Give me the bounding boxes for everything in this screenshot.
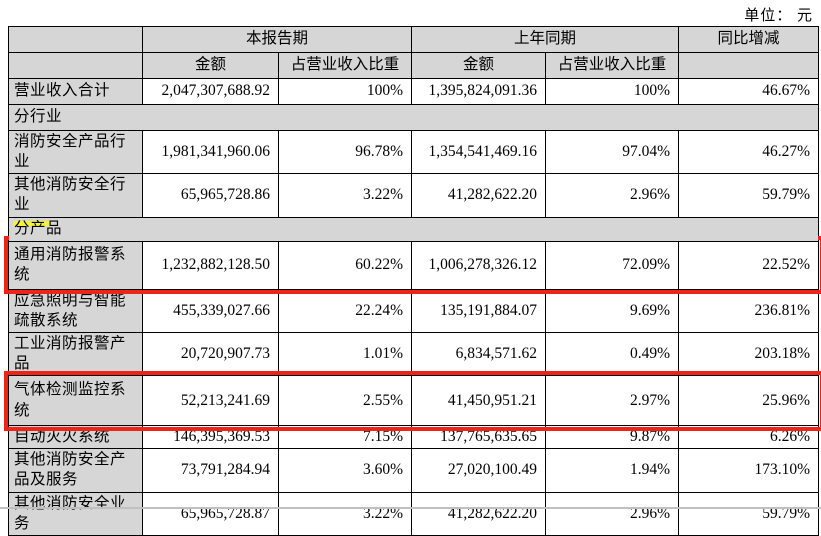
share-prior: 9.87% xyxy=(545,425,680,450)
table-row: 其他消防安全业务 65,965,728.87 3.22% 41,282,622.… xyxy=(8,491,820,536)
header-amount-prior: 金额 xyxy=(411,52,547,79)
share-current: 7.15% xyxy=(277,425,413,450)
yoy-change: 6.26% xyxy=(678,425,820,450)
table-row-highlighted: 通用消防报警系统 1,232,882,128.50 60.22% 1,006,2… xyxy=(3,236,821,295)
header-prior-period: 上年同期 xyxy=(411,26,680,53)
table-row-total: 营业收入合计 2,047,307,688.92 100% 1,395,824,0… xyxy=(8,78,820,105)
share-current: 3.60% xyxy=(277,448,413,493)
header-empty-label xyxy=(8,52,143,79)
yoy-change: 59.79% xyxy=(678,491,820,536)
share-prior: 100% xyxy=(545,78,680,105)
table-row-highlighted: 气体检测监控系统 52,213,241.69 2.55% 41,450,951.… xyxy=(3,370,821,431)
amount-current: 65,965,728.86 xyxy=(142,173,279,218)
row-label: 其他消防安全业务 xyxy=(8,491,143,536)
share-current: 3.22% xyxy=(277,173,413,218)
amount-prior: 41,282,622.20 xyxy=(411,173,547,218)
header-amount-current: 金额 xyxy=(142,52,279,79)
table-row: 其他消防安全产品及服务 73,791,284.94 3.60% 27,020,1… xyxy=(8,448,820,493)
header-share-prior: 占营业收入比重 xyxy=(545,52,680,79)
row-label: 自动灭火系统 xyxy=(8,425,143,450)
amount-prior: 41,282,622.20 xyxy=(411,491,547,536)
share-current: 2.55% xyxy=(277,375,413,427)
section-label-industry: 分行业 xyxy=(7,104,820,131)
share-prior: 2.96% xyxy=(545,173,680,218)
share-prior: 2.97% xyxy=(545,375,680,427)
table-row: 消防安全产品行业 1,981,341,960.06 96.78% 1,354,5… xyxy=(8,129,820,175)
row-label: 消防安全产品行业 xyxy=(8,129,143,175)
row-label: 通用消防报警系统 xyxy=(8,240,143,290)
share-prior: 9.69% xyxy=(545,288,680,333)
amount-prior: 135,191,884.07 xyxy=(411,288,547,333)
yoy-change: 22.52% xyxy=(678,240,820,290)
header-share-current: 占营业收入比重 xyxy=(277,52,413,79)
amount-current: 2,047,307,688.92 xyxy=(142,78,279,105)
yoy-change: 236.81% xyxy=(678,288,820,333)
yoy-change: 46.27% xyxy=(678,129,820,175)
row-label: 应急照明与智能疏散系统 xyxy=(8,288,143,333)
amount-prior: 1,354,541,469.16 xyxy=(411,129,547,175)
amount-prior: 41,450,951.21 xyxy=(411,375,547,427)
yoy-change: 59.79% xyxy=(678,173,820,218)
table-row: 工业消防报警产品 20,720,907.73 1.01% 6,834,571.6… xyxy=(8,331,820,377)
section-label-product: 分产品 xyxy=(7,216,820,242)
amount-current: 52,213,241.69 xyxy=(142,375,279,427)
table-row: 其他消防安全行业 65,965,728.86 3.22% 41,282,622.… xyxy=(8,173,820,218)
amount-prior: 1,395,824,091.36 xyxy=(411,78,547,105)
unit-label: 单位： 元 xyxy=(744,8,813,24)
share-prior: 1.94% xyxy=(545,448,680,493)
row-label: 营业收入合计 xyxy=(8,78,143,105)
amount-prior: 1,006,278,326.12 xyxy=(411,240,547,290)
revenue-table: 本报告期 上年同期 同比增减 金额 占营业收入比重 金额 占营业收入比重 营业收… xyxy=(3,26,821,536)
section-label-text: 分产品 xyxy=(14,219,63,237)
amount-prior: 6,834,571.62 xyxy=(411,331,547,377)
amount-current: 455,339,027.66 xyxy=(142,288,279,333)
amount-prior: 137,765,635.65 xyxy=(411,425,547,450)
amount-current: 1,981,341,960.06 xyxy=(142,129,279,175)
header-current-period: 本报告期 xyxy=(141,26,413,53)
table-row: 应急照明与智能疏散系统 455,339,027.66 22.24% 135,19… xyxy=(8,288,820,333)
share-current: 1.01% xyxy=(277,331,413,377)
share-current: 3.22% xyxy=(277,491,413,536)
header-yoy: 同比增减 xyxy=(678,26,820,53)
share-prior: 72.09% xyxy=(545,240,680,290)
share-prior: 0.49% xyxy=(545,331,680,377)
share-prior: 2.96% xyxy=(545,491,680,536)
table-row: 自动灭火系统 146,395,369.53 7.15% 137,765,635.… xyxy=(8,425,820,450)
amount-prior: 27,020,100.49 xyxy=(411,448,547,493)
amount-current: 73,791,284.94 xyxy=(142,448,279,493)
yoy-change: 203.18% xyxy=(678,331,820,377)
share-current: 60.22% xyxy=(277,240,413,290)
yellow-highlight-mark xyxy=(13,220,51,226)
header-row-measures: 金额 占营业收入比重 金额 占营业收入比重 xyxy=(8,52,820,79)
row-label: 其他消防安全行业 xyxy=(8,173,143,218)
section-row-product: 分产品 xyxy=(7,216,820,242)
section-row-industry: 分行业 xyxy=(7,104,820,131)
amount-current: 146,395,369.53 xyxy=(142,425,279,450)
header-row-periods: 本报告期 上年同期 同比增减 xyxy=(8,26,820,53)
amount-current: 65,965,728.87 xyxy=(142,491,279,536)
amount-current: 1,232,882,128.50 xyxy=(142,240,279,290)
yoy-change: 25.96% xyxy=(678,375,820,427)
share-current: 100% xyxy=(277,78,413,105)
row-label: 其他消防安全产品及服务 xyxy=(8,448,143,493)
yoy-change: 173.10% xyxy=(678,448,820,493)
share-prior: 97.04% xyxy=(545,129,680,175)
header-empty-corner xyxy=(8,26,143,53)
amount-current: 20,720,907.73 xyxy=(142,331,279,377)
header-empty-yoy xyxy=(678,52,820,79)
row-label: 气体检测监控系统 xyxy=(8,375,143,427)
share-current: 22.24% xyxy=(277,288,413,333)
row-label: 工业消防报警产品 xyxy=(8,331,143,377)
share-current: 96.78% xyxy=(277,129,413,175)
bottom-divider xyxy=(0,507,821,509)
yoy-change: 46.67% xyxy=(678,78,820,105)
